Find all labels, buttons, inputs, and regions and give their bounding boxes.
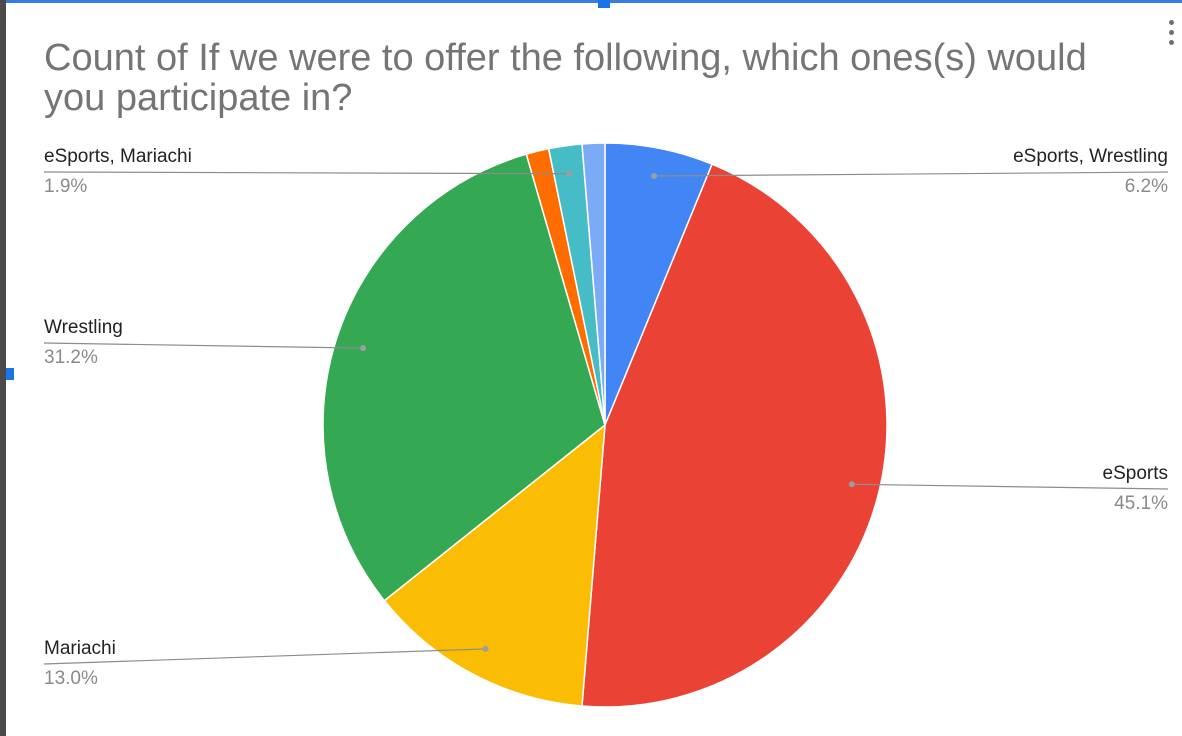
- slice-label-esports: eSports: [1103, 463, 1168, 484]
- slice-percent-esports: 45.1%: [1114, 493, 1168, 514]
- slice-label-esports-wrestling: eSports, Wrestling: [1013, 146, 1168, 167]
- leader-dot-esports-wrestling: [651, 172, 658, 179]
- leader-dot-wrestling: [360, 345, 367, 352]
- more-vert-icon-dot: [1168, 39, 1174, 45]
- slice-label-wrestling: Wrestling: [44, 317, 123, 338]
- leader-dot-esports-mariachi: [566, 170, 573, 177]
- leader-line-wrestling: [43, 342, 364, 349]
- slice-percent-mariachi: 13.0%: [44, 668, 98, 689]
- slice-percent-esports-mariachi: 1.9%: [44, 176, 87, 197]
- leader-lines: [43, 170, 1169, 665]
- chart-menu-button[interactable]: [1164, 14, 1178, 50]
- chart-title: Count of If we were to offer the followi…: [44, 37, 1087, 119]
- leader-dot-mariachi: [482, 645, 489, 652]
- pie-slice-6[interactable]: [581, 142, 606, 426]
- slice-label-mariachi: Mariachi: [44, 638, 116, 659]
- leader-line-esports-mariachi: [43, 171, 570, 175]
- resize-handle-left[interactable]: [6, 368, 14, 380]
- pie-slice-esports[interactable]: [581, 163, 888, 708]
- pie-slices: [322, 142, 888, 708]
- leader-dot-esports: [848, 481, 855, 488]
- pie-slice-wrestling[interactable]: [322, 153, 606, 602]
- leader-line-esports: [851, 483, 1169, 490]
- left-border: [0, 0, 6, 736]
- more-vert-icon-dot: [1168, 29, 1174, 35]
- pie-slice-mariachi[interactable]: [383, 423, 606, 707]
- slice-label-esports-mariachi: eSports, Mariachi: [44, 146, 192, 167]
- more-vert-icon-dot: [1168, 19, 1174, 25]
- leader-line-mariachi: [43, 648, 486, 665]
- resize-handle-top[interactable]: [598, 0, 610, 8]
- leader-line-esports-wrestling: [654, 171, 1169, 177]
- slice-percent-esports-wrestling: 6.2%: [1125, 176, 1168, 197]
- selection-border: [6, 0, 1182, 3]
- slice-labels: eSports, Wrestling 6.2% eSports 45.1% Mariac…: [44, 146, 1168, 689]
- slice-percent-wrestling: 31.2%: [44, 347, 98, 368]
